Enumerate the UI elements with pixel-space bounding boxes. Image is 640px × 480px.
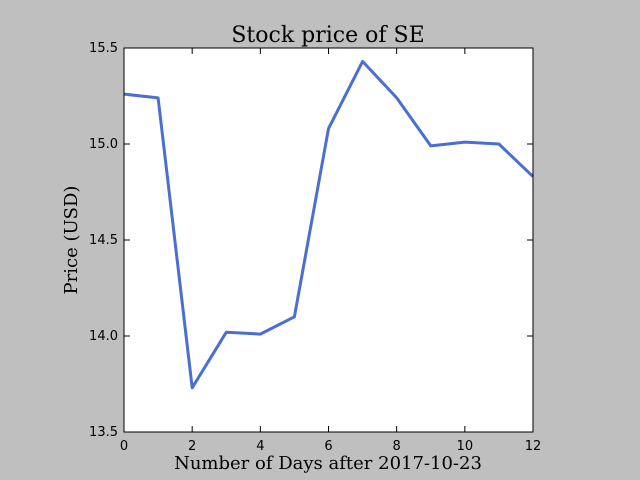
x-tick-label: 0: [120, 439, 128, 454]
x-tick-label: 10: [457, 439, 474, 454]
y-tick-label: 14.5: [89, 233, 118, 248]
x-tick-label: 8: [393, 439, 401, 454]
y-tick-label: 13.5: [89, 425, 118, 440]
x-axis-label: Number of Days after 2017-10-23: [174, 453, 482, 474]
x-tick-label: 2: [188, 439, 196, 454]
x-tick-label: 4: [256, 439, 264, 454]
series-layer: [123, 59, 535, 390]
x-tick-label: 6: [324, 439, 332, 454]
y-tick-labels: 13.5 14.0 14.5 15.0 15.5: [89, 41, 118, 440]
y-tick-label: 15.0: [89, 137, 118, 152]
y-tick-label: 14.0: [89, 329, 118, 344]
y-tick-label: 15.5: [89, 41, 118, 56]
x-tick-label: 12: [525, 439, 542, 454]
x-tick-labels: 0 2 4 6 8 10 12: [120, 439, 541, 454]
plot-area: [124, 48, 533, 432]
y-axis-label: Price (USD): [61, 186, 82, 295]
series-line-0: [123, 59, 535, 390]
chart-title: Stock price of SE: [231, 23, 424, 48]
plot-frame: [123, 47, 534, 433]
